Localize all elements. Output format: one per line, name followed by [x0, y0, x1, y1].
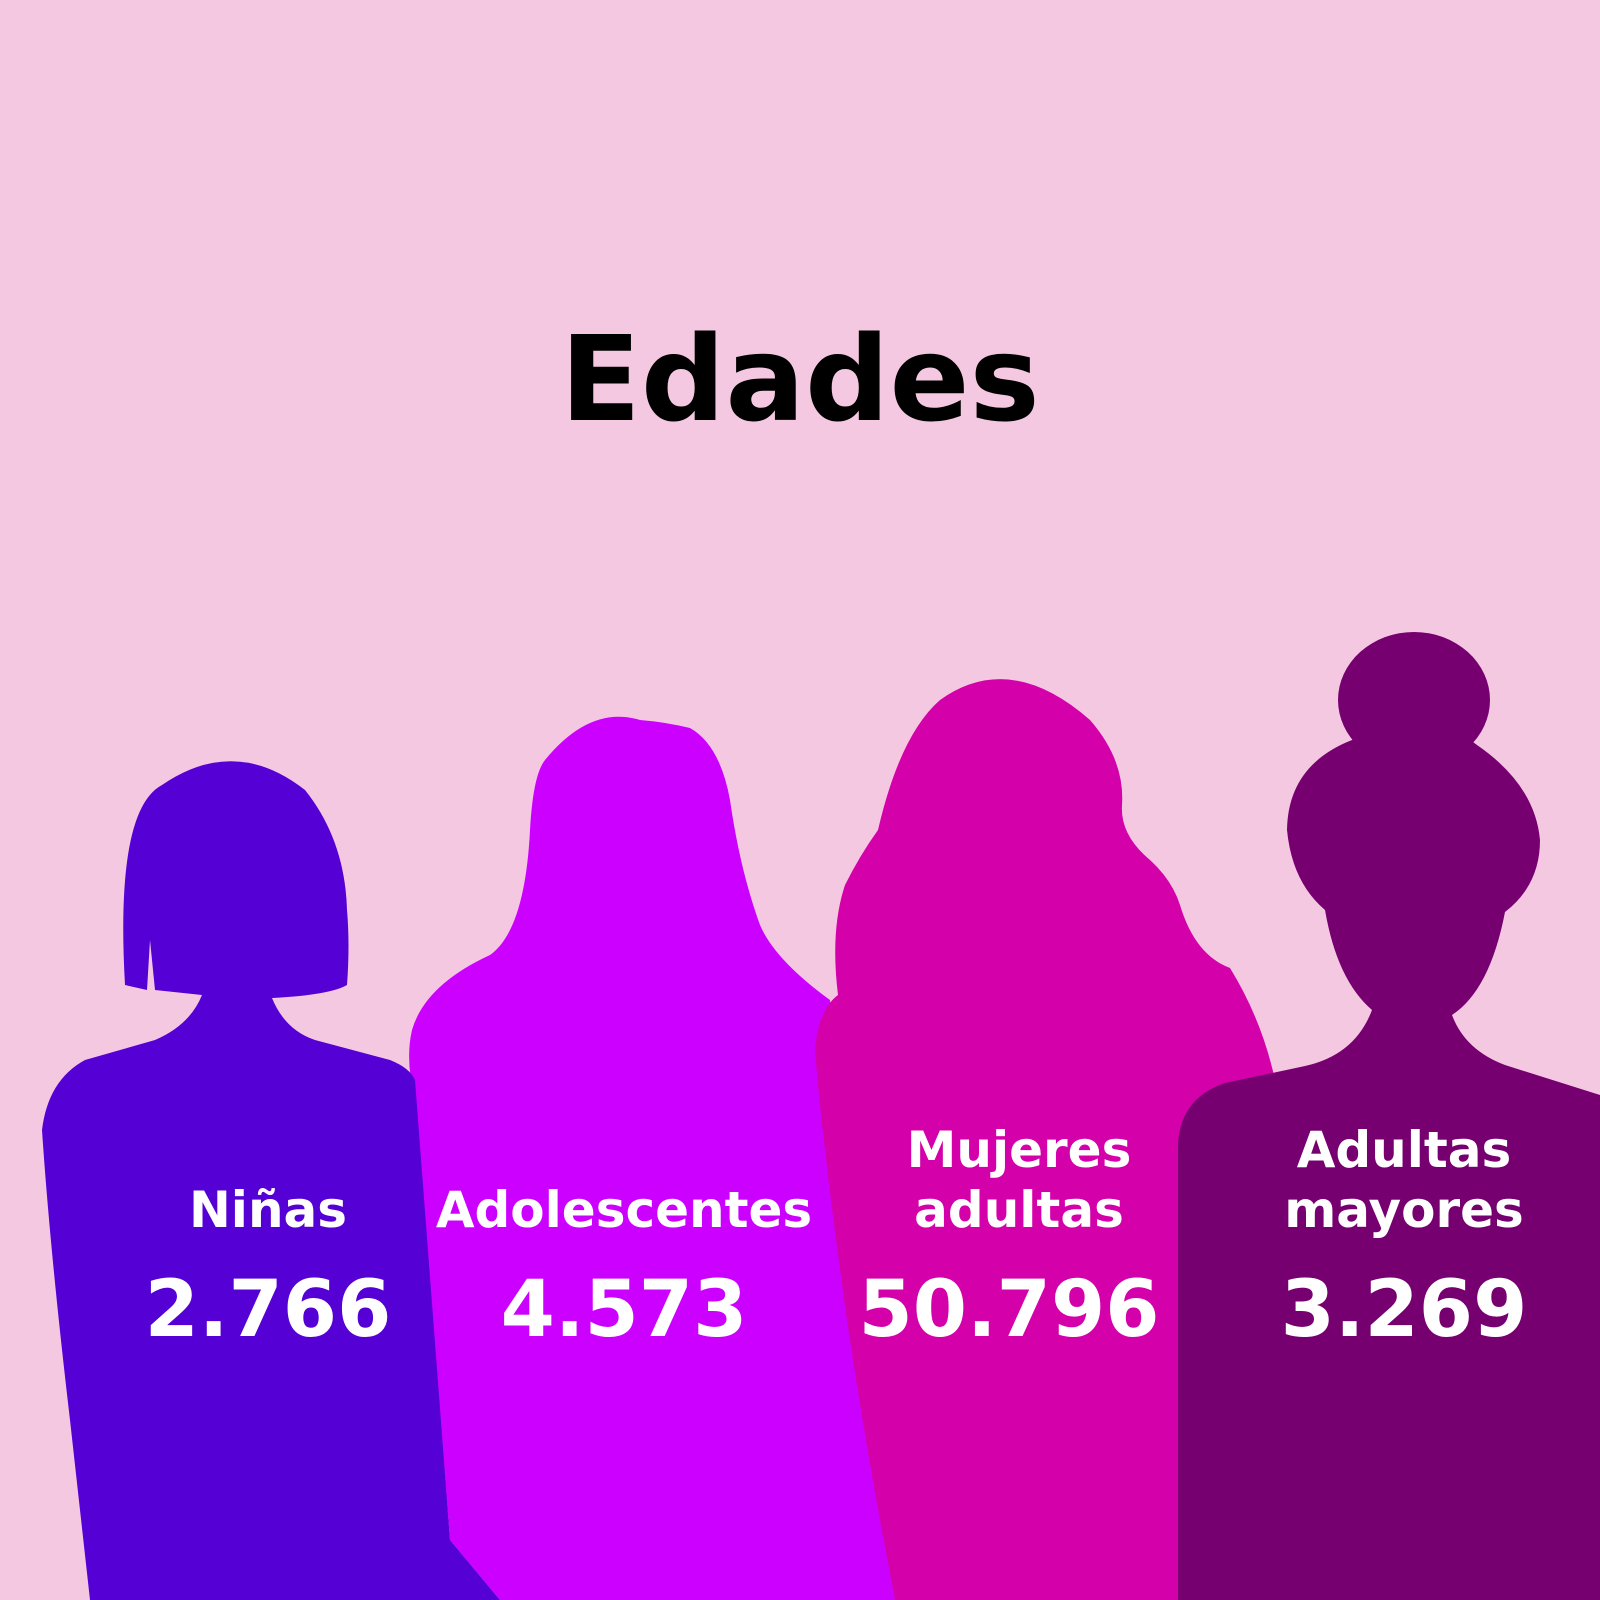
group-value: 3.269 — [1280, 1265, 1528, 1355]
group-label: Niñas — [188, 1181, 348, 1239]
group-value: 50.796 — [858, 1265, 1160, 1355]
group-label: Mujeres adultas — [906, 1121, 1132, 1239]
silhouette-adolescentes — [409, 716, 895, 1600]
group-label: Adultas mayores — [1284, 1121, 1524, 1239]
silhouette-adultas-mayores — [1178, 717, 1600, 1600]
silhouette-ninas — [42, 761, 500, 1600]
title: Edades — [560, 310, 1040, 448]
group-label: Adolescentes — [435, 1181, 813, 1239]
silhouette-mujeres-adultas — [815, 679, 1275, 1600]
group-value: 2.766 — [144, 1265, 392, 1355]
group-value: 4.573 — [500, 1265, 748, 1355]
